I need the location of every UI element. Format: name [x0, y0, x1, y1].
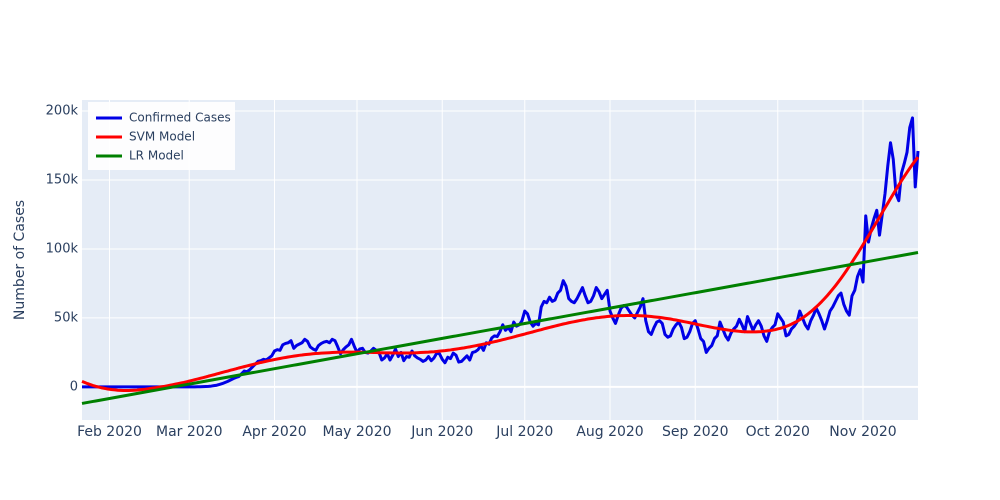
- series-line: [81, 251, 919, 405]
- legend-label: LR Model: [129, 149, 184, 163]
- series-line: [82, 116, 920, 389]
- x-tick-label: Nov 2020: [829, 424, 896, 440]
- x-tick-label: Mar 2020: [156, 424, 223, 440]
- y-axis-title: Number of Cases: [12, 200, 28, 320]
- x-tick-label: Aug 2020: [576, 424, 643, 440]
- legend-label: SVM Model: [129, 130, 195, 144]
- x-tick-label: Jun 2020: [410, 424, 473, 440]
- y-tick-label: 50k: [54, 310, 79, 325]
- x-tick-label: Jul 2020: [495, 424, 553, 440]
- x-tick-label: Feb 2020: [77, 424, 142, 440]
- y-tick-label: 200k: [46, 104, 79, 119]
- x-tick-label: Apr 2020: [242, 424, 306, 440]
- x-tick-label: May 2020: [322, 424, 391, 440]
- series-line: [81, 156, 920, 392]
- x-tick-label: Sep 2020: [662, 424, 728, 440]
- labels: 0 50k 100k 150k 200k Feb 2020 Mar 2020 Apr 2020…: [46, 104, 897, 440]
- legend-label: Confirmed Cases: [129, 111, 231, 125]
- lines: [81, 116, 920, 405]
- y-tick-label: 0: [70, 379, 78, 394]
- y-tick-label: 150k: [46, 173, 79, 188]
- legend: Confirmed Cases SVM Model LR Model: [88, 102, 235, 170]
- x-tick-label: Oct 2020: [746, 424, 810, 440]
- y-tick-label: 100k: [46, 241, 79, 256]
